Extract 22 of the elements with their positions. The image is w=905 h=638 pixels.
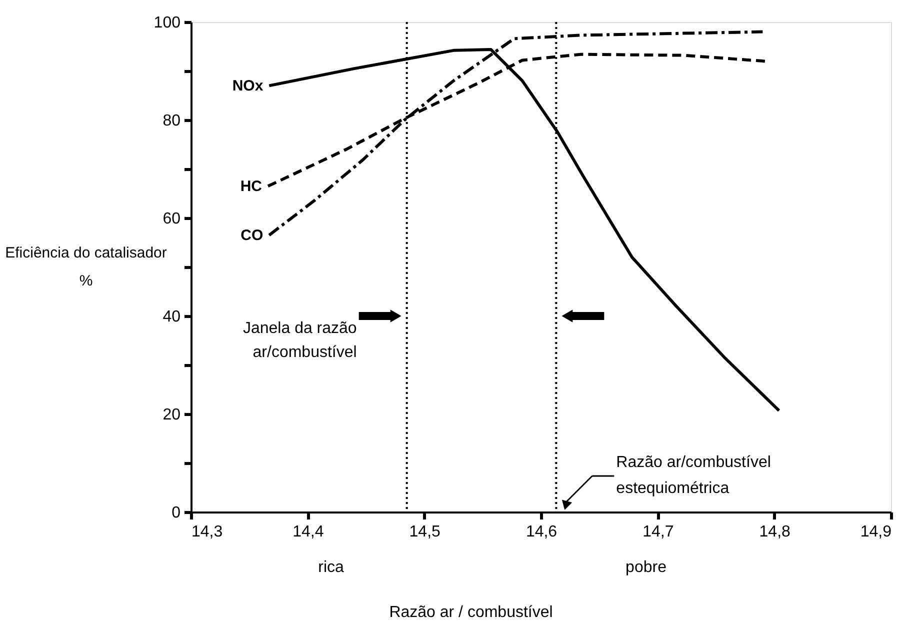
text: rica [318,559,344,576]
series-label: HC [240,178,262,196]
x-tick-label: 14,6 [526,524,558,540]
x-tick-label: 14,7 [642,524,674,540]
annotation: Razão ar/combustível estequiométrica [616,454,771,497]
series-label: CO [240,227,264,244]
x-tick-label: 14,9 [860,524,892,540]
annotation: Janela da razão ar/combustível [242,320,357,361]
y-tick-label: 0 [172,504,181,522]
x-tick-label: 14,3 [192,524,223,540]
y-tick-label: 100 [154,14,181,32]
text: pobre [626,559,667,576]
y-tick-label: 40 [162,308,181,326]
y-tick-label: 20 [162,406,181,424]
y-tick-label: 60 [162,210,181,228]
y-tick-label: 80 [162,112,181,130]
x-tick-label: 14,5 [409,524,441,540]
x-tick-label: 14,4 [292,524,324,540]
x-axis-title: Razão ar / combustível [389,604,553,621]
x-tick-label: 14,8 [759,524,791,540]
series-label: NOx [232,78,264,95]
y-axis-title: Eficiência do catalisador % [5,244,167,290]
